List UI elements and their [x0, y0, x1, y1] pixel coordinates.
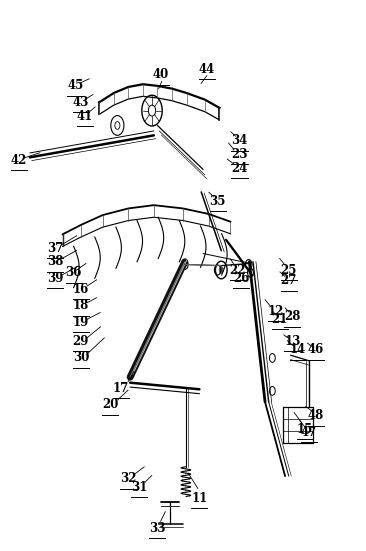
- Text: 36: 36: [66, 266, 82, 279]
- Text: 14: 14: [290, 343, 306, 356]
- Text: 33: 33: [149, 522, 166, 535]
- Text: 13: 13: [284, 335, 300, 348]
- Text: 39: 39: [47, 272, 64, 285]
- Text: 26: 26: [233, 272, 250, 285]
- Text: 44: 44: [199, 63, 215, 76]
- Text: 31: 31: [131, 480, 147, 494]
- Text: 18: 18: [73, 299, 89, 312]
- Text: 48: 48: [308, 409, 324, 422]
- Text: 32: 32: [120, 472, 137, 485]
- Text: 22: 22: [229, 263, 246, 277]
- Text: 24: 24: [231, 162, 248, 175]
- Text: 38: 38: [47, 255, 64, 268]
- Text: 28: 28: [284, 310, 300, 323]
- Text: 42: 42: [11, 154, 27, 166]
- Text: 11: 11: [191, 491, 208, 505]
- Text: 35: 35: [209, 195, 226, 208]
- Text: 29: 29: [73, 335, 89, 348]
- Text: 25: 25: [281, 263, 297, 277]
- Text: 43: 43: [73, 96, 89, 109]
- Text: 15: 15: [297, 423, 313, 436]
- Text: 40: 40: [153, 68, 169, 82]
- Text: 34: 34: [231, 134, 248, 147]
- Text: 23: 23: [231, 148, 248, 161]
- Text: 16: 16: [73, 283, 89, 296]
- Text: 45: 45: [67, 79, 83, 93]
- Text: 17: 17: [113, 382, 129, 395]
- Circle shape: [219, 267, 224, 273]
- Text: 27: 27: [281, 274, 297, 288]
- Text: 46: 46: [308, 343, 324, 356]
- Text: 20: 20: [102, 398, 118, 411]
- Text: 19: 19: [73, 316, 89, 329]
- Text: 41: 41: [76, 110, 93, 123]
- Text: 12: 12: [268, 305, 284, 318]
- Text: 37: 37: [47, 241, 64, 255]
- Text: 47: 47: [300, 425, 317, 439]
- Text: 30: 30: [73, 352, 89, 364]
- Text: 21: 21: [272, 313, 288, 326]
